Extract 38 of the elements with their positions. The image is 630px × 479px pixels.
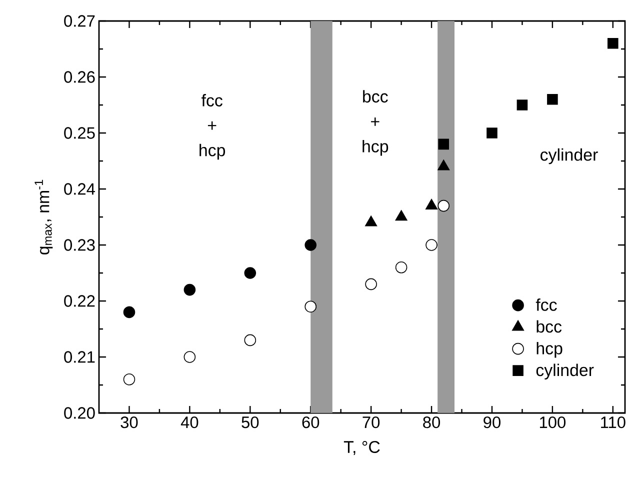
x-tick-label: 60	[302, 416, 320, 428]
point	[123, 306, 136, 318]
point	[516, 100, 528, 110]
x-tick-label: 50	[242, 416, 259, 428]
x-tick-label: 70	[362, 416, 380, 428]
y-axis-title: q$_{max}$, nm$^{-1}$	[34, 180, 53, 254]
y-tick-label: 0.23	[64, 239, 95, 251]
x-tick-label: 100	[540, 416, 566, 428]
x-tick-label: 40	[180, 416, 198, 428]
x-tick-label: 80	[423, 416, 440, 428]
legend-label: bcc	[536, 320, 562, 333]
point	[547, 94, 558, 105]
annotation: bcc + hcp	[362, 90, 388, 156]
point	[395, 210, 408, 221]
y-tick-label: 0.26	[64, 71, 95, 83]
legend-label: fcc	[536, 298, 557, 311]
point	[244, 267, 256, 279]
annotation: cylinder	[540, 148, 598, 164]
y-tick-label: 0.21	[64, 351, 95, 363]
y-tick-label: 0.27	[64, 15, 95, 27]
point	[438, 138, 450, 150]
y-tick-label: 0.25	[64, 127, 95, 139]
point	[184, 284, 196, 296]
x-tick-label: 110	[601, 416, 626, 428]
point	[438, 200, 450, 212]
x-axis-title: T, °C	[344, 441, 380, 455]
x-tick-label: 90	[484, 416, 500, 428]
annotation: fcc + hcp	[200, 94, 226, 160]
y-tick-label: 0.22	[64, 295, 95, 307]
x-tick-label: 30	[120, 416, 138, 428]
point	[304, 300, 317, 312]
legend-label: hcp	[536, 342, 562, 358]
legend-label: cylinder	[536, 364, 594, 380]
point	[608, 38, 618, 49]
point	[304, 239, 317, 251]
point	[486, 128, 498, 138]
y-tick-label: 0.24	[64, 183, 95, 195]
y-tick-label: 0.20	[64, 407, 95, 419]
